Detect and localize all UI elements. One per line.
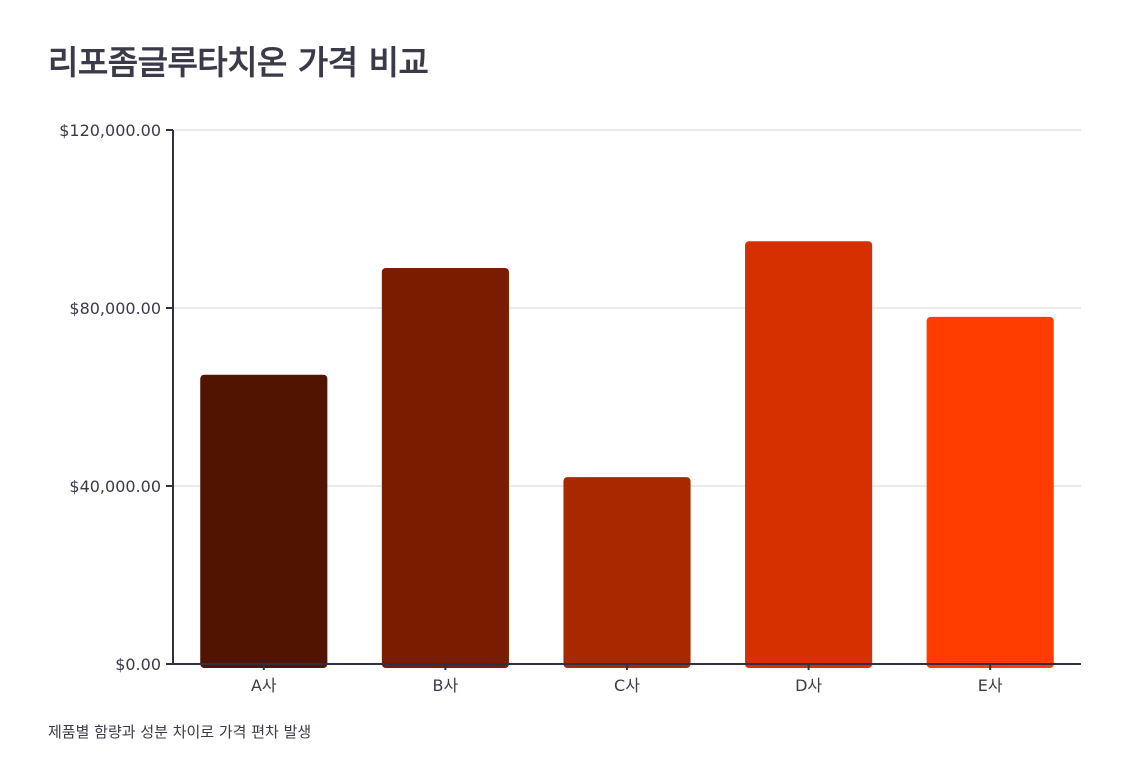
bar-5 (926, 316, 1054, 668)
bar-2 (381, 267, 509, 668)
bar-1 (200, 374, 328, 668)
x-tick-label: C사 (614, 676, 640, 695)
bars (200, 241, 1054, 668)
tick-labels: $0.00 $40,000.00 $80,000.00 $120,000.00 A사 B사… (59, 121, 1003, 695)
axes (166, 129, 1081, 670)
y-tick-label: $0.00 (115, 655, 161, 674)
chart-footnote: 제품별 함량과 성분 차이로 가격 편차 발생 (48, 723, 312, 741)
y-tick-label: $40,000.00 (69, 477, 161, 496)
x-tick-label: B사 (433, 676, 459, 695)
bar-3 (563, 477, 691, 668)
chart-title: 리포좀글루타치온 가격 비교 (48, 43, 429, 82)
y-tick-label: $120,000.00 (59, 121, 161, 140)
x-tick-label: E사 (978, 676, 1003, 695)
bar-4 (745, 241, 873, 668)
x-tick-label: D사 (795, 676, 822, 695)
y-tick-label: $80,000.00 (69, 299, 161, 318)
x-tick-label: A사 (251, 676, 277, 695)
